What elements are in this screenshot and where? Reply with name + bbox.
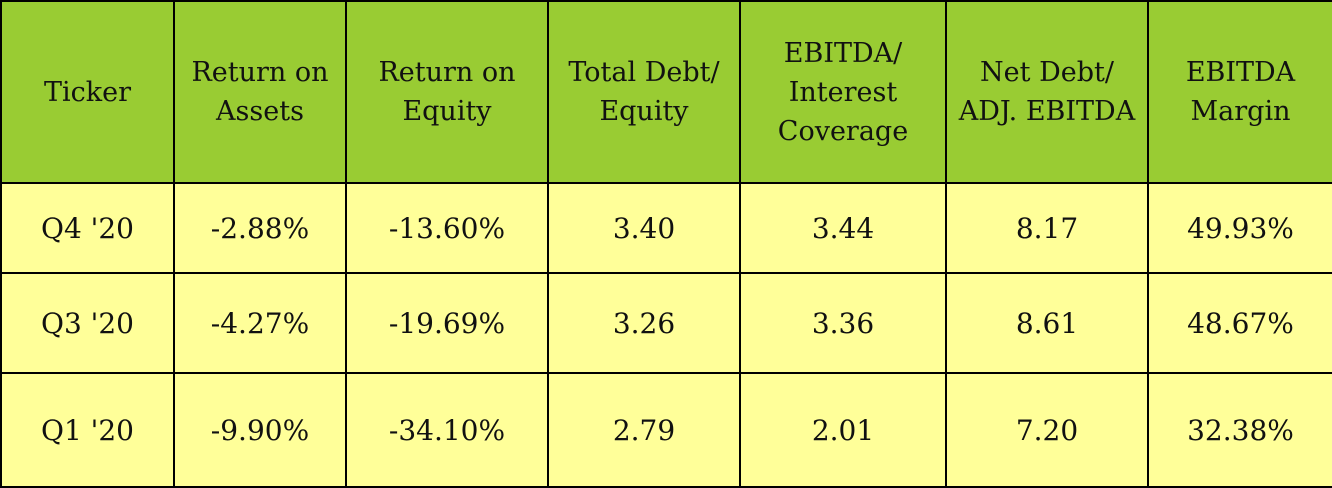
table-row: Q4 '20 -2.88% -13.60% 3.40 3.44 8.17 49.… [0,182,1332,274]
cell-ebitda-margin: 49.93% [1147,182,1332,274]
cell-return-on-equity: -19.69% [345,272,549,374]
cell-ticker: Q1 '20 [0,372,175,488]
cell-net-debt-adj-ebitda: 8.61 [945,272,1149,374]
cell-ebitda-interest-coverage: 3.44 [739,182,947,274]
cell-total-debt-equity: 3.40 [547,182,741,274]
cell-ebitda-margin: 32.38% [1147,372,1332,488]
cell-total-debt-equity: 3.26 [547,272,741,374]
cell-ebitda-interest-coverage: 3.36 [739,272,947,374]
header-ebitda-margin: EBITDA Margin [1147,0,1332,184]
header-ebitda-interest-coverage: EBITDA/ Interest Coverage [739,0,947,184]
cell-ticker: Q3 '20 [0,272,175,374]
header-return-on-assets: Return on Assets [173,0,347,184]
header-ticker: Ticker [0,0,175,184]
header-total-debt-equity: Total Debt/ Equity [547,0,741,184]
cell-total-debt-equity: 2.79 [547,372,741,488]
cell-return-on-equity: -13.60% [345,182,549,274]
cell-return-on-assets: -9.90% [173,372,347,488]
cell-return-on-equity: -34.10% [345,372,549,488]
cell-ticker: Q4 '20 [0,182,175,274]
table-row: Q1 '20 -9.90% -34.10% 2.79 2.01 7.20 32.… [0,372,1332,488]
header-row: Ticker Return on Assets Return on Equity… [0,0,1332,184]
cell-ebitda-interest-coverage: 2.01 [739,372,947,488]
cell-ebitda-margin: 48.67% [1147,272,1332,374]
cell-return-on-assets: -4.27% [173,272,347,374]
header-net-debt-adj-ebitda: Net Debt/ ADJ. EBITDA [945,0,1149,184]
cell-net-debt-adj-ebitda: 7.20 [945,372,1149,488]
cell-net-debt-adj-ebitda: 8.17 [945,182,1149,274]
cell-return-on-assets: -2.88% [173,182,347,274]
table-row: Q3 '20 -4.27% -19.69% 3.26 3.36 8.61 48.… [0,272,1332,374]
header-return-on-equity: Return on Equity [345,0,549,184]
